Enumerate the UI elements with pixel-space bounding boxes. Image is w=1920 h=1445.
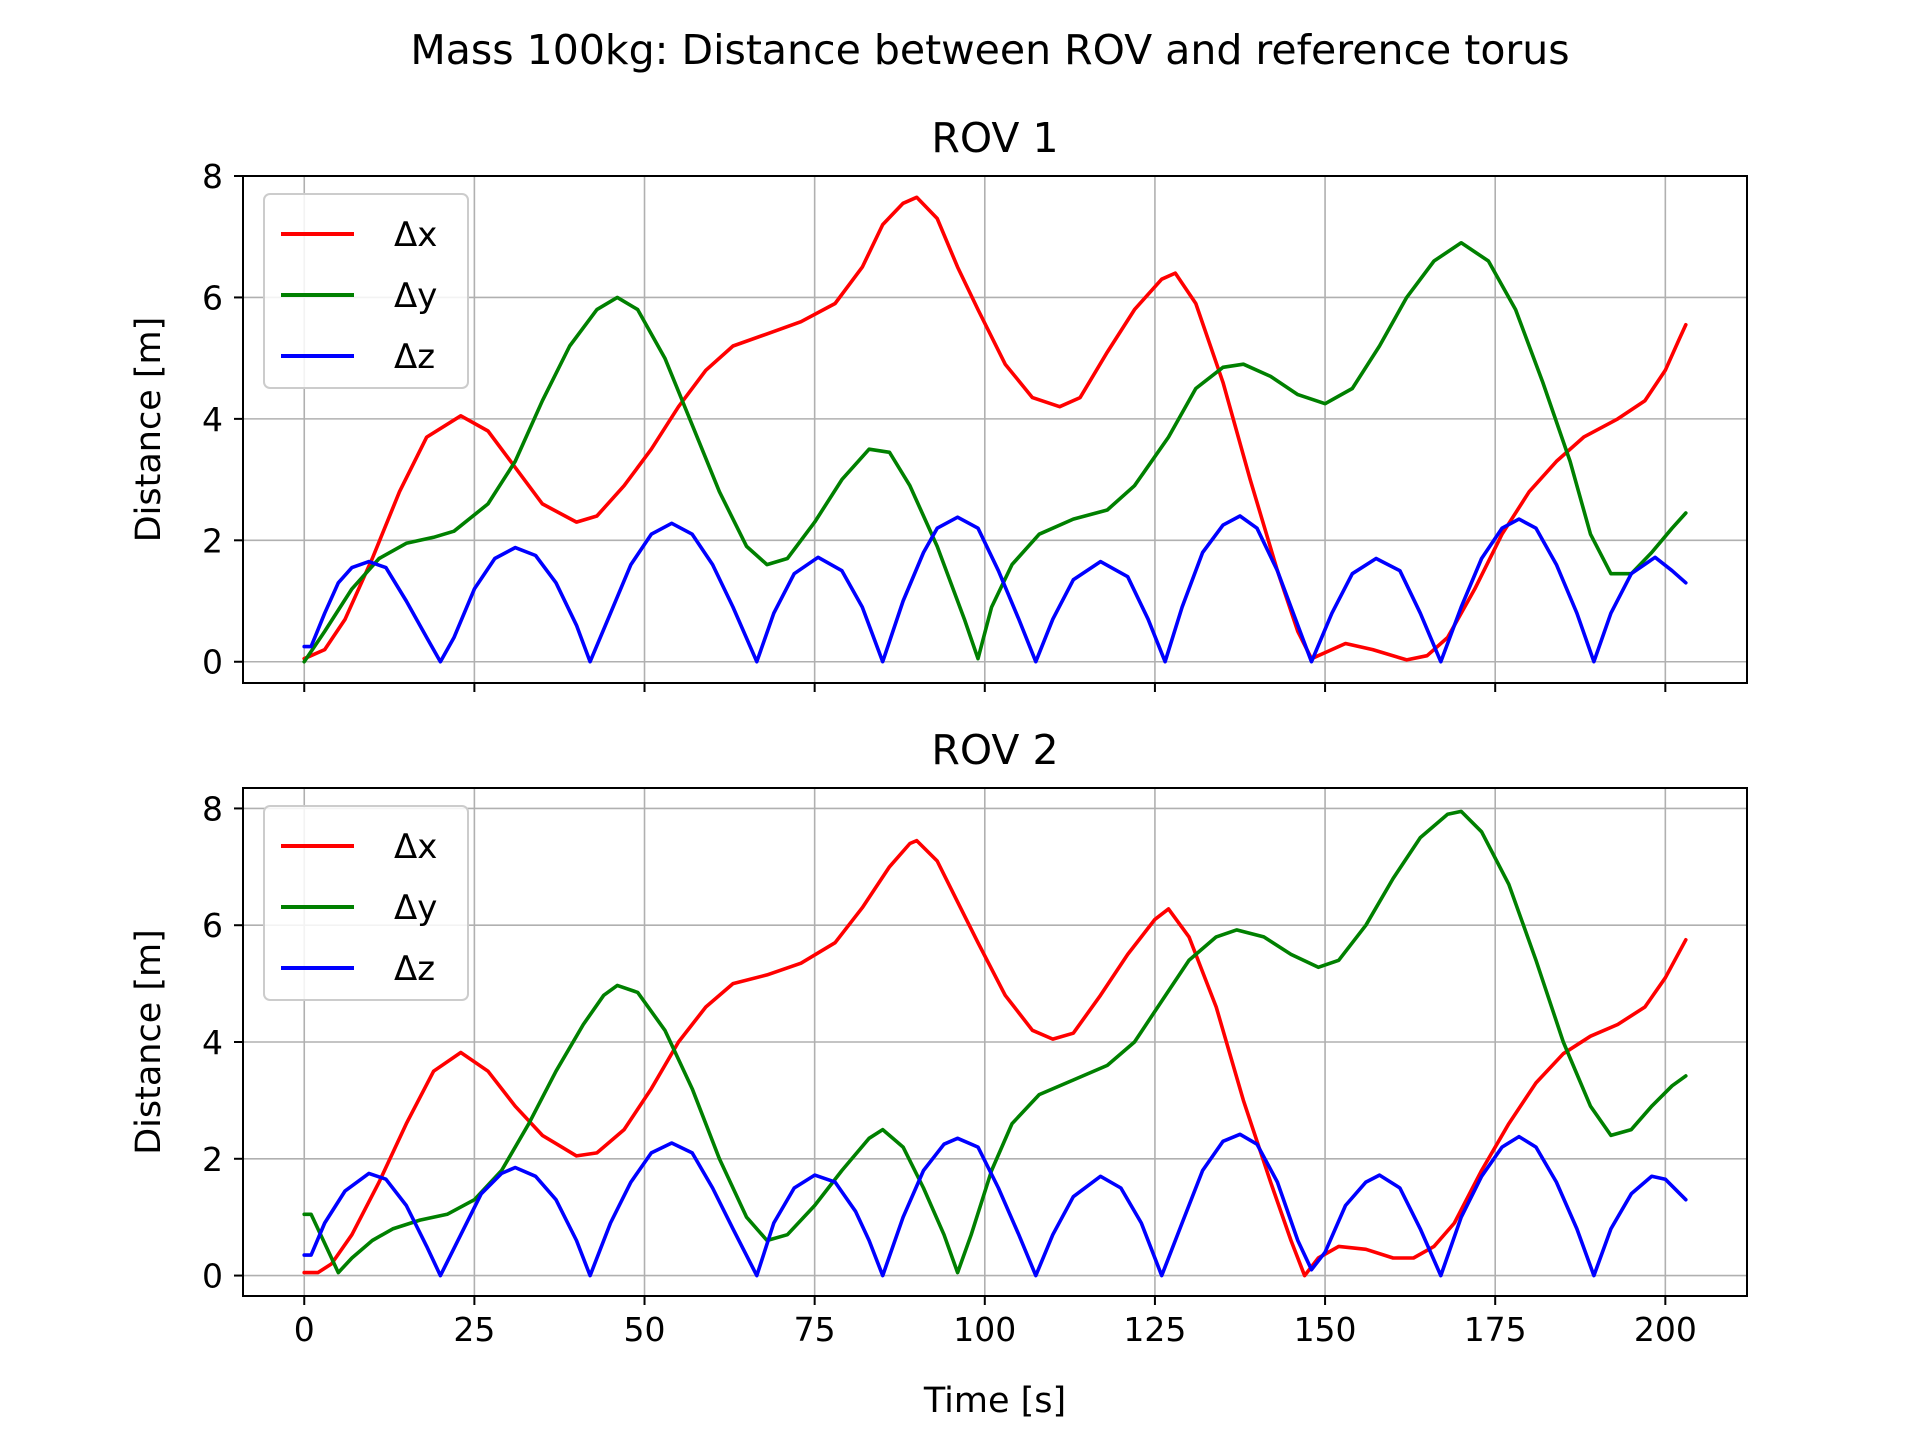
legend-label-dz: Δz: [394, 949, 435, 989]
legend-label-dx: Δx: [394, 215, 437, 255]
y-tick-label: 0: [202, 1257, 223, 1296]
legend-label-dy: Δy: [394, 888, 437, 928]
series-line-dz: [302, 1132, 1688, 1278]
x-tick-label: 100: [953, 1310, 1016, 1349]
x-tick-label: 150: [1294, 1310, 1357, 1349]
legend-label-dy: Δy: [394, 276, 437, 316]
x-tick-label: 75: [794, 1310, 836, 1349]
series-line-dz: [302, 514, 1688, 664]
y-tick-label: 6: [202, 278, 223, 317]
x-axis-label: Time [s]: [923, 1381, 1066, 1421]
y-axis-label: Distance [m]: [129, 317, 169, 543]
legend-label-dx: Δx: [394, 827, 437, 867]
figure-title: Mass 100kg: Distance between ROV and ref…: [410, 26, 1569, 74]
panel-rov-2: 0 25 50 75 100 125 150 175 200 0 2 4 6 8 ROV 2 Distance…: [129, 726, 1748, 1349]
x-tick-label: 175: [1464, 1310, 1527, 1349]
panel-rov-1: 0 2 4 6 8 ROV 1 Distance [m] Δx Δy Δz: [129, 114, 1748, 692]
y-axis-label: Distance [m]: [129, 929, 169, 1155]
series-line-dy: [302, 241, 1688, 664]
series-line-dx: [302, 195, 1688, 662]
y-tick-label: 8: [202, 789, 223, 828]
x-tick-label: 0: [294, 1310, 315, 1349]
y-tick-label: 2: [202, 1140, 223, 1179]
y-tick-label: 4: [202, 400, 223, 439]
y-tick-label: 8: [202, 157, 223, 196]
x-tick-label: 25: [453, 1310, 495, 1349]
legend-label-dz: Δz: [394, 337, 435, 377]
axes-frame: [242, 175, 1748, 684]
y-tick-label: 6: [202, 906, 223, 945]
series-line-dy: [302, 809, 1688, 1275]
x-tick-label: 125: [1123, 1310, 1186, 1349]
legend: Δx Δy Δz: [263, 805, 469, 1001]
y-tick-label: 4: [202, 1023, 223, 1062]
legend-box: [263, 193, 469, 389]
panel-title: ROV 2: [931, 726, 1058, 774]
y-tick-label: 2: [202, 521, 223, 560]
y-tick-label: 0: [202, 643, 223, 682]
legend-box: [263, 805, 469, 1001]
series-line-dx: [302, 838, 1688, 1278]
panel-title: ROV 1: [931, 114, 1058, 162]
x-tick-label: 50: [624, 1310, 666, 1349]
x-tick-label: 200: [1634, 1310, 1697, 1349]
legend: Δx Δy Δz: [263, 193, 469, 389]
